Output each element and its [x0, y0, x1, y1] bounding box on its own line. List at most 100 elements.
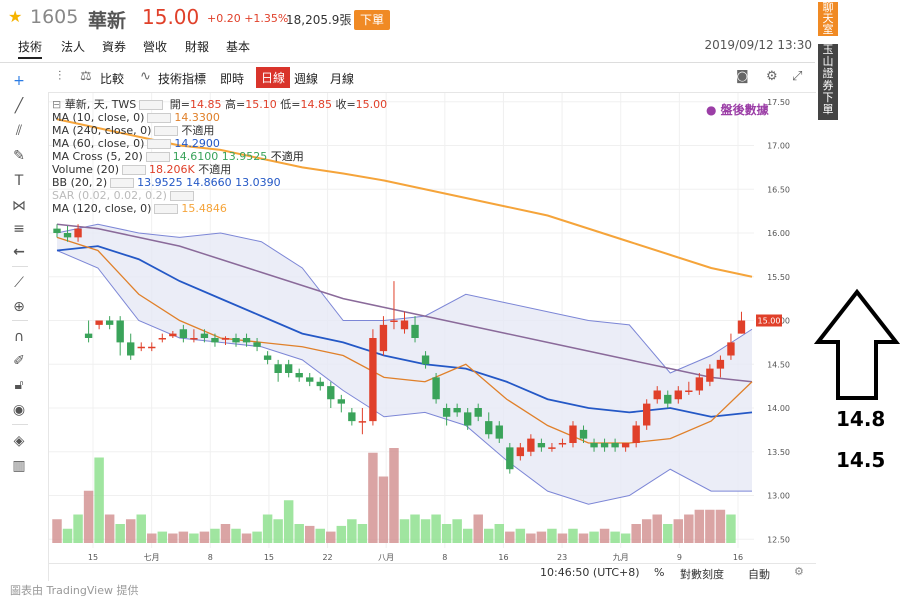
volume-bar — [715, 509, 726, 543]
chart-area[interactable]: 17.50 17.00 16.50 16.00 15.50 15.00 14.50 14.00… — [48, 93, 817, 581]
volume-bar — [347, 519, 357, 543]
y-tick-label: 14.50 — [767, 360, 790, 369]
volume-bar — [104, 514, 115, 543]
tab-institutional[interactable]: 法人 — [61, 40, 86, 54]
indicators-icon[interactable]: ∿ — [140, 69, 151, 84]
collapse-icon[interactable]: ⊟ — [52, 98, 62, 111]
y-tick-label: 17.50 — [767, 98, 790, 107]
volume-bar — [136, 514, 146, 543]
candle-body — [295, 373, 303, 378]
layers-icon[interactable]: ◈ — [13, 433, 25, 449]
trash-icon[interactable]: ▥ — [12, 458, 26, 474]
magnet-icon[interactable]: ∩ — [13, 329, 25, 345]
legend-settings-icon[interactable] — [147, 113, 172, 123]
volume-bar — [431, 514, 441, 543]
candle-body — [358, 421, 367, 423]
candle-body — [695, 377, 704, 391]
legend-settings-icon[interactable] — [122, 165, 146, 175]
fullscreen-icon[interactable]: ⤢ — [792, 69, 803, 84]
chart-toolbar: ⫶ ⚖ 比較 ∿ 技術指標 即時 日線 週線 月線 ◙ ⚙ ⤢ — [48, 64, 816, 93]
price-chart[interactable]: 17.50 17.00 16.50 16.00 15.50 15.00 14.50 14.00… — [49, 93, 817, 563]
legend-ma10[interactable]: MA (10, close, 0) 14.3300 — [52, 111, 472, 124]
fib-icon[interactable]: ≡ — [13, 221, 25, 237]
gear-icon[interactable]: ⚙ — [766, 69, 778, 84]
trendline-icon[interactable]: ╱ — [14, 98, 24, 114]
legend-settings-icon[interactable] — [110, 178, 135, 188]
volume-bar — [252, 531, 262, 543]
zoom-in-icon[interactable]: ⊕ — [13, 299, 25, 315]
legend-settings-icon[interactable] — [147, 139, 172, 149]
toolbar-divider — [12, 320, 28, 321]
interval-intraday[interactable]: 即時 — [220, 72, 245, 86]
percent-toggle[interactable]: % — [654, 566, 665, 579]
legend-ma120[interactable]: MA (120, close, 0) 15.4846 — [52, 202, 472, 215]
tab-financials[interactable]: 財報 — [185, 40, 210, 54]
volume-bar — [115, 524, 125, 543]
candle-body — [506, 447, 514, 470]
after-hours-data[interactable]: ● 盤後數據 — [706, 103, 769, 117]
volume-bar — [399, 519, 410, 543]
x-tick-label: 15 — [88, 553, 98, 562]
interval-daily[interactable]: 日線 — [256, 67, 291, 88]
order-button[interactable]: 下單 — [354, 10, 390, 30]
compare-icon[interactable]: ⚖ — [80, 69, 92, 84]
volume-bar — [578, 533, 589, 543]
volume-bar — [547, 528, 557, 543]
legend-ma60[interactable]: MA (60, close, 0) 14.2900 — [52, 137, 472, 150]
tab-revenue[interactable]: 營收 — [143, 40, 168, 54]
candle-body — [379, 324, 388, 352]
auto-scale-toggle[interactable]: 自動 — [748, 568, 770, 581]
candle-body — [527, 438, 535, 452]
legend-settings-icon[interactable] — [169, 191, 194, 201]
volume-value-2: 不適用 — [198, 163, 232, 176]
data-datetime: 2019/09/12 13:30 — [704, 38, 812, 52]
candle-style-icon[interactable]: ⫶ — [58, 69, 62, 84]
compare-button[interactable]: 比較 — [100, 72, 125, 86]
interval-weekly[interactable]: 週線 — [294, 72, 319, 86]
text-icon[interactable]: T — [14, 173, 24, 189]
log-scale-toggle[interactable]: 對數刻度 — [680, 568, 724, 581]
crosshair-icon[interactable]: + — [13, 73, 25, 89]
legend-ma240[interactable]: MA (240, close, 0) 不適用 — [52, 124, 472, 137]
candle-body — [263, 355, 272, 360]
chatroom-tab[interactable]: 聊天室 — [818, 2, 838, 36]
scale-settings-icon[interactable]: ⚙ — [794, 565, 804, 578]
legend-settings-icon[interactable] — [154, 204, 179, 214]
legend-volume[interactable]: Volume (20) 18.206K 不適用 — [52, 163, 472, 176]
ruler-icon[interactable]: ⟋ — [14, 275, 24, 291]
legend-macross[interactable]: MA Cross (5, 20) 14.6100 13.9525 不適用 — [52, 150, 472, 163]
legend-sar[interactable]: SAR (0.02, 0.02, 0.2) — [52, 189, 472, 202]
back-arrow-icon[interactable]: ← — [13, 244, 25, 260]
legend-settings-icon[interactable] — [139, 100, 164, 110]
eye-icon[interactable]: ◉ — [12, 402, 26, 418]
volume-bar — [125, 519, 136, 543]
bb-label: BB (20, 2) — [52, 176, 108, 189]
x-tick-label: 9 — [677, 553, 682, 562]
camera-icon[interactable]: ◙ — [736, 69, 749, 84]
volume-bar — [52, 519, 62, 543]
macross-label: MA Cross (5, 20) — [52, 150, 143, 163]
lock-icon[interactable]: 🔓︎ — [14, 377, 24, 393]
volume-bar — [262, 514, 273, 543]
x-tick-label: 15 — [264, 553, 274, 562]
candle-body — [169, 333, 177, 337]
legend-settings-icon[interactable] — [154, 126, 179, 136]
pattern-icon[interactable]: ⋈ — [12, 198, 26, 214]
pencil-lock-icon[interactable]: ✐ — [13, 353, 25, 369]
brush-icon[interactable]: ✎ — [13, 148, 25, 164]
legend-bb[interactable]: BB (20, 2) 13.9525 14.8660 13.0390 — [52, 176, 472, 189]
tab-technical[interactable]: 技術 — [18, 38, 43, 59]
esun-order-tab[interactable]: 玉山證券下單 — [818, 44, 838, 120]
volume-bar — [62, 528, 73, 543]
close-value: 15.00 — [355, 98, 388, 111]
parallel-lines-icon[interactable]: ⫽ — [15, 123, 23, 139]
tab-margin[interactable]: 資券 — [102, 40, 127, 54]
volume-bar — [73, 514, 83, 543]
indicators-button[interactable]: 技術指標 — [158, 72, 207, 86]
favorite-star-icon[interactable]: ★ — [8, 7, 23, 26]
legend-settings-icon[interactable] — [145, 152, 170, 162]
candle-body — [158, 338, 166, 340]
interval-monthly[interactable]: 月線 — [330, 72, 355, 86]
tab-basic[interactable]: 基本 — [226, 40, 251, 54]
volume-bar — [336, 525, 347, 543]
